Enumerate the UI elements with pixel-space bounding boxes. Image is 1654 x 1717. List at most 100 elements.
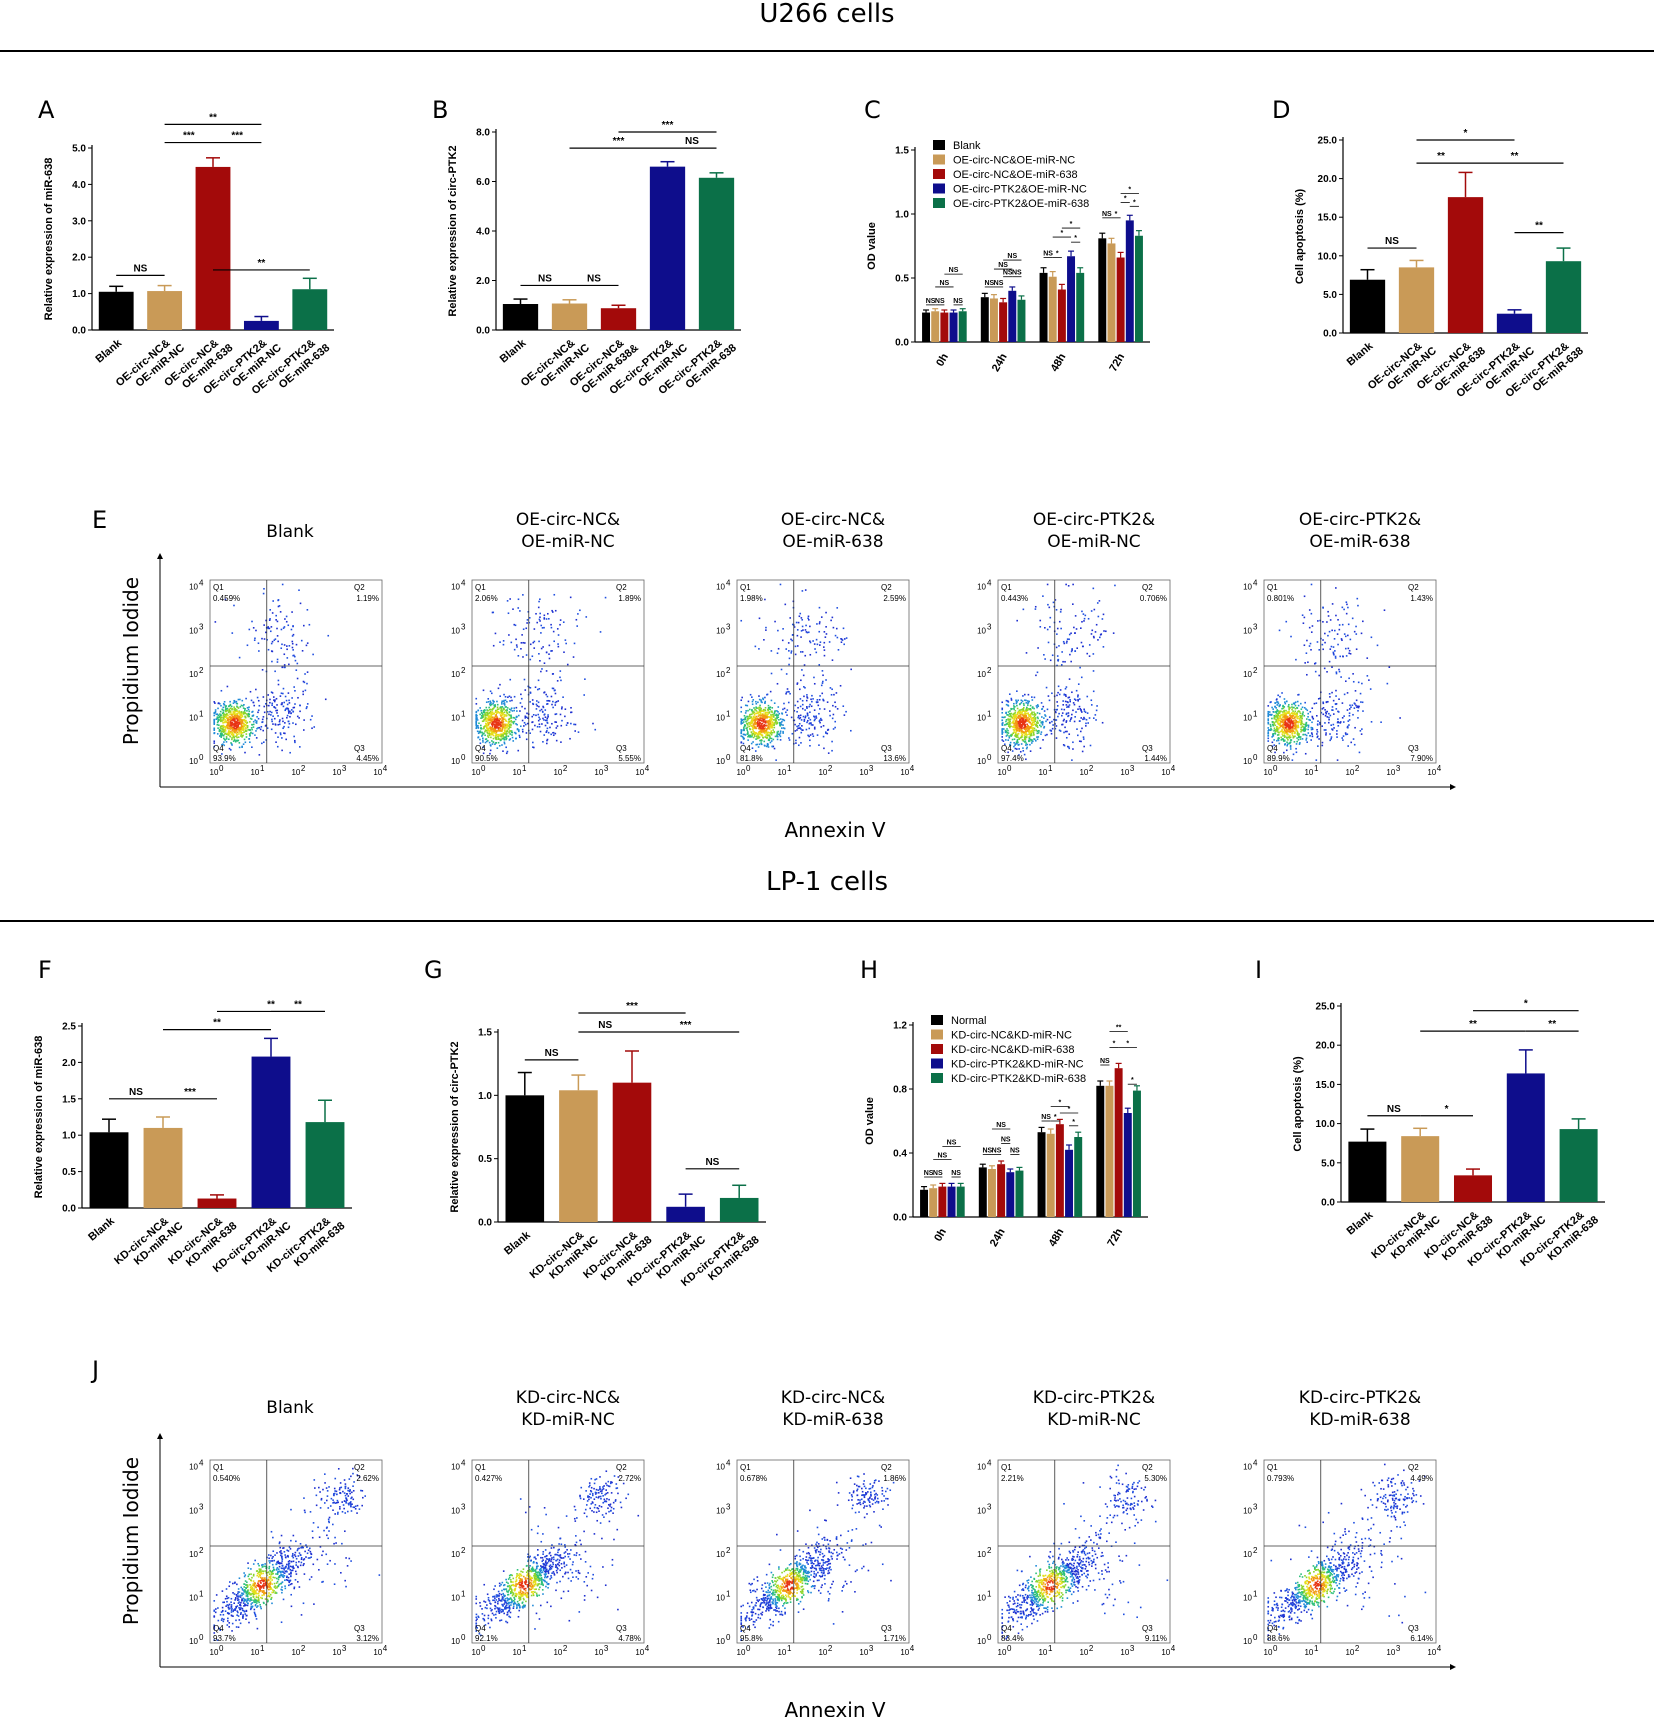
flow-dot [543, 713, 546, 716]
flow-dot [1090, 699, 1093, 702]
flow-dot [1298, 710, 1300, 712]
flow-dot [1078, 740, 1081, 743]
flow-dot [765, 629, 767, 631]
flow-dot [486, 709, 488, 711]
flow-dot [1023, 721, 1026, 723]
flow-dot [479, 713, 481, 716]
bar [1559, 1129, 1598, 1202]
significance-label: NS [1007, 253, 1017, 260]
flow-dot [1008, 715, 1011, 718]
flow-dot [483, 718, 486, 721]
flow-dot [1276, 704, 1279, 706]
flow-dot [1004, 739, 1007, 741]
flow-dot [222, 722, 224, 724]
flow-dot [1077, 695, 1079, 698]
flow-dot [785, 648, 788, 650]
significance-label: NS [685, 136, 699, 147]
flow-dot [293, 686, 295, 688]
flow-dot [231, 632, 234, 634]
flow-dot [535, 703, 538, 706]
flow-dot [545, 693, 547, 696]
flow-dot [818, 720, 821, 722]
flow-dot [776, 738, 779, 741]
flow-dot [575, 618, 578, 621]
flow-dot [800, 719, 803, 721]
flow-dot [550, 623, 552, 626]
flow-dot [776, 652, 779, 655]
flow-dot [746, 729, 749, 732]
flow-dot [240, 731, 242, 733]
flow-dot [542, 646, 544, 648]
flow-dot [538, 687, 541, 690]
flow-dot [1017, 736, 1019, 739]
flow-dot [538, 652, 540, 655]
flow-dot [787, 690, 789, 693]
flow-dot [242, 705, 244, 707]
flow-dot [510, 724, 512, 726]
flow-dot [757, 731, 760, 734]
flow-dot [480, 715, 483, 717]
flow-dot [235, 710, 237, 713]
flow-dot [760, 716, 762, 719]
flow-dot [1015, 735, 1018, 737]
y-axis-label: Relative expression of miR-638 [33, 1036, 45, 1199]
flow-dot [809, 722, 812, 725]
y-tick-label: 4.0 [72, 180, 86, 191]
flow-dot [1347, 606, 1349, 609]
flow-dot [804, 654, 807, 657]
flow-dot [236, 702, 239, 705]
flow-dot [1330, 738, 1332, 740]
flow-dot [276, 661, 279, 663]
flow-dot [801, 618, 804, 621]
flow-dot [502, 717, 504, 720]
flow-dot [220, 716, 222, 718]
flow-dot [750, 716, 752, 718]
flow-dot [777, 706, 780, 708]
flow-dot [290, 709, 293, 711]
flow-dot [599, 631, 602, 633]
flow-dot [769, 732, 772, 735]
flow-dot [506, 709, 508, 711]
flow-dot [825, 633, 828, 635]
flow-dot [495, 741, 498, 744]
flow-dot [1043, 717, 1045, 719]
flow-dot [1070, 632, 1072, 635]
flow-dot [796, 682, 799, 684]
flow-dot [754, 735, 756, 738]
flow-dot [1024, 729, 1027, 731]
flow-dot [829, 710, 831, 712]
flow-dot [1331, 629, 1333, 632]
flow-dot [552, 734, 555, 737]
flow-dot [832, 728, 835, 730]
legend-label: KD-circ-PTK2&KD-miR-NC [951, 1059, 1084, 1071]
flow-dot [774, 735, 777, 738]
flow-dot [1289, 722, 1292, 725]
flow-dot [1318, 674, 1320, 677]
flow-dot [1327, 610, 1329, 613]
flow-dot [740, 706, 743, 709]
flow-dot [476, 730, 479, 733]
flow-dot [487, 718, 489, 721]
flow-dot [242, 719, 244, 721]
flow-dot [1323, 667, 1326, 670]
flow-dot [1325, 701, 1328, 704]
flow-dot [504, 724, 507, 727]
flow-dot [1044, 734, 1047, 737]
flow-dot [1069, 720, 1071, 722]
flow-dot [1332, 646, 1335, 648]
flow-dot [1322, 701, 1324, 704]
flow-dot [807, 631, 810, 634]
flow-dot [251, 746, 253, 749]
flow-dot [267, 626, 269, 628]
flow-dot [761, 714, 764, 716]
flow-dot [516, 728, 519, 731]
flow-dot [785, 673, 788, 675]
flow-dot [543, 719, 545, 721]
category-label: 72h [1105, 1226, 1125, 1249]
flow-dot [492, 720, 495, 723]
flow-dot [1011, 738, 1014, 741]
flow-dot [228, 708, 231, 711]
flow-dot [283, 732, 285, 734]
flow-dot [1022, 706, 1025, 709]
flow-dot [533, 746, 535, 749]
